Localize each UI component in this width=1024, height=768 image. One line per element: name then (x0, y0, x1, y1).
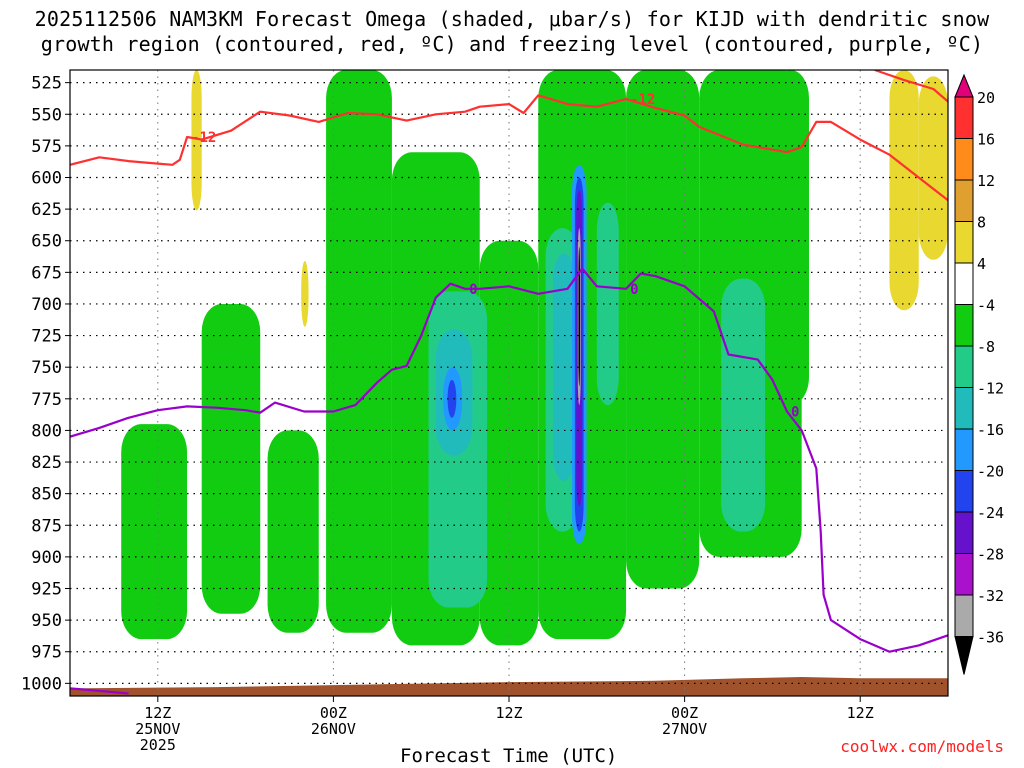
freezing-level-0C-lower-line (70, 687, 129, 695)
omega-region (889, 70, 919, 311)
colorbar-label: -4 (977, 297, 995, 315)
colorbar-swatch (954, 304, 974, 347)
y-tick-label: 775 (31, 390, 62, 410)
x-tick-label: 12Z (495, 704, 522, 722)
y-tick-label: 975 (31, 643, 62, 663)
y-tick-label: 800 (31, 421, 62, 441)
x-tick-label: 25NOV (135, 720, 180, 738)
colorbar-swatch (954, 262, 974, 305)
dendritic-12C-upper-line (874, 70, 948, 103)
colorbar-swatch (954, 179, 974, 222)
terrain-ground (70, 677, 948, 696)
y-tick-label: 575 (31, 137, 62, 157)
colorbar-swatch (954, 345, 974, 388)
omega-region (121, 424, 188, 640)
colorbar-swatch (954, 470, 974, 513)
colorbar-swatch (954, 511, 974, 554)
freezing-level-0C-line (70, 267, 948, 653)
y-tick-label: 1000 (21, 674, 62, 694)
x-tick-label: 12Z (847, 704, 874, 722)
omega-shading (121, 70, 948, 646)
omega-region (596, 202, 619, 406)
watermark: coolwx.com/models (840, 737, 1004, 756)
colorbar-label: -12 (977, 380, 1004, 398)
omega-region (552, 253, 575, 482)
omega-region (918, 76, 948, 260)
colorbar-label: 16 (977, 131, 995, 149)
colorbar-swatch (954, 387, 974, 430)
colorbar-swatch (954, 428, 974, 471)
x-tick-label: 27NOV (662, 720, 707, 738)
colorbar-label: -32 (977, 587, 1004, 605)
colorbar-label: 20 (977, 89, 995, 107)
colorbar-bottom-arrow (954, 636, 974, 675)
dendritic-12C-line (70, 94, 948, 202)
y-tick-label: 925 (31, 580, 62, 600)
dendritic-12C-label: -12 (630, 92, 655, 108)
y-tick-label: 625 (31, 200, 62, 220)
y-tick-label: 875 (31, 516, 62, 536)
colorbar-label: -28 (977, 546, 1004, 564)
colorbar-label: -24 (977, 504, 1004, 522)
x-tick-label: 00Z (320, 704, 347, 722)
y-tick-label: 725 (31, 327, 62, 347)
y-tick-label: 650 (31, 232, 62, 252)
freezing-level-0C-label: 0 (630, 282, 638, 298)
colorbar-top-arrow (954, 73, 974, 98)
colorbar-label: 8 (977, 214, 986, 232)
x-tick-label: 00Z (671, 704, 698, 722)
omega-region (201, 303, 261, 614)
colorbar-swatch (954, 138, 974, 181)
freezing-level-0C-label: 0 (791, 404, 799, 420)
colorbar-label: 4 (977, 255, 986, 273)
colorbar-label: -16 (977, 421, 1004, 439)
y-tick-label: 525 (31, 74, 62, 94)
omega-region (447, 379, 457, 418)
omega-region (191, 70, 202, 211)
colorbar-swatch (954, 221, 974, 264)
dendritic-12C-label: -12 (191, 130, 216, 146)
y-tick-label: 950 (31, 611, 62, 631)
x-tick-label: 2025 (140, 736, 176, 754)
x-tick-label: 12Z (144, 704, 171, 722)
y-tick-label: 900 (31, 548, 62, 568)
colorbar-label: -20 (977, 463, 1004, 481)
y-tick-label: 850 (31, 485, 62, 505)
y-tick-label: 825 (31, 453, 62, 473)
omega-region (479, 240, 539, 646)
colorbar-swatch (954, 594, 974, 637)
grid (70, 70, 948, 696)
colorbar-swatch (954, 96, 974, 139)
terrain (70, 677, 948, 696)
y-tick-label: 700 (31, 295, 62, 315)
y-axis: 525 550 575 600 625 650 675 700 725 750 775 800 825 8… (21, 74, 70, 694)
omega-region (267, 430, 319, 633)
y-tick-label: 750 (31, 358, 62, 378)
x-tick-label: 26NOV (311, 720, 356, 738)
y-tick-label: 600 (31, 168, 62, 188)
x-axis-label: Forecast Time (UTC) (400, 745, 618, 767)
y-tick-label: 550 (31, 105, 62, 125)
colorbar-label: -36 (977, 629, 1004, 647)
omega-region (301, 260, 309, 327)
omega-region (721, 278, 766, 532)
omega-region (626, 70, 700, 589)
colorbar: 20 16 12 8 4 -4 -8 -12 -16 -20 -24 -28 -32 -36 (954, 73, 1004, 675)
omega-region (578, 247, 580, 387)
chart-title-line-1: 2025112506 NAM3KM Forecast Omega (shaded… (34, 7, 990, 31)
colorbar-label: 12 (977, 172, 995, 190)
y-tick-label: 675 (31, 263, 62, 283)
colorbar-swatch (954, 553, 974, 596)
colorbar-label: -8 (977, 338, 995, 356)
omega-region (326, 70, 392, 633)
freezing-level-0C-label: 0 (469, 282, 477, 298)
chart-title-line-2: growth region (contoured, red, ºC) and f… (40, 32, 984, 56)
omega-region (772, 70, 809, 406)
